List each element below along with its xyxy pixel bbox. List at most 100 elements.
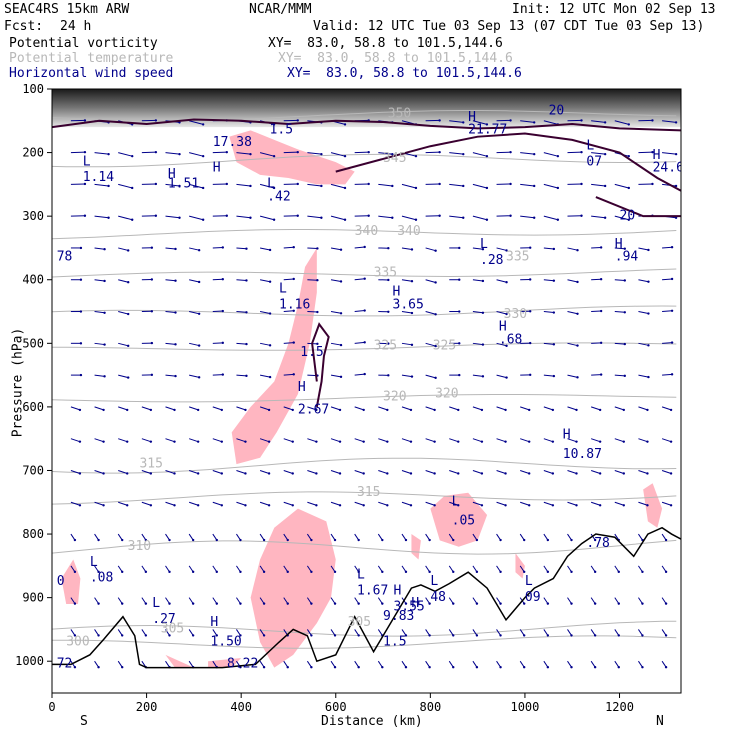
wind-vector <box>496 533 501 541</box>
pv-label: H <box>411 596 419 611</box>
wind-vector-head <box>533 152 536 156</box>
pv-label: H <box>393 583 401 598</box>
wind-vector-head <box>575 504 578 507</box>
wind-vector <box>472 247 483 250</box>
wind-vector <box>377 533 383 541</box>
wind-vector <box>401 565 407 573</box>
wind-vector-head <box>201 186 205 190</box>
wind-vector-head <box>623 279 626 282</box>
wind-vector-head <box>191 538 195 542</box>
pv-contour <box>52 118 681 132</box>
wind-vector-head <box>570 634 573 637</box>
wind-vector-head <box>296 150 299 154</box>
wind-vector <box>543 152 558 157</box>
theta-label: 300 <box>66 634 89 649</box>
wind-vector-head <box>603 184 607 188</box>
wind-vector <box>401 342 413 346</box>
pv-label: L <box>452 494 460 509</box>
wind-vector <box>567 629 572 636</box>
wind-vector <box>259 501 270 506</box>
wind-vector-head <box>178 184 181 188</box>
wind-vector-head <box>410 375 414 378</box>
wind-vector <box>236 501 246 506</box>
wind-vector-head <box>174 279 177 282</box>
wind-vector-head <box>580 119 583 122</box>
wind-vector <box>283 533 289 541</box>
wind-vector-head <box>333 634 337 637</box>
wind-vector-head <box>575 440 578 443</box>
wind-vector <box>661 660 667 668</box>
wind-vector <box>520 120 535 123</box>
wind-vector-head <box>316 342 319 346</box>
wind-vector-head <box>404 602 408 605</box>
wind-vector-head <box>593 602 597 605</box>
pv-label: 1.5 <box>270 123 293 138</box>
wind-vector <box>425 629 431 636</box>
wind-vector-head <box>286 666 289 669</box>
wind-vector <box>70 629 76 636</box>
wind-vector-head <box>343 154 347 158</box>
wind-vector-head <box>268 375 272 379</box>
wind-vector <box>449 183 464 187</box>
theta-label: 310 <box>128 539 151 554</box>
wind-vector-head <box>457 440 460 443</box>
wind-vector-head <box>438 182 441 186</box>
wind-vector-head <box>409 504 413 507</box>
wind-vector <box>283 469 293 474</box>
wind-vector <box>378 469 388 474</box>
wind-vector <box>472 565 478 573</box>
wind-vector <box>472 438 483 443</box>
x-tick-label: 400 <box>230 700 252 714</box>
wind-vector-head <box>196 408 200 412</box>
wind-vector-head <box>627 218 630 221</box>
wind-vector-head <box>669 440 673 443</box>
wind-vector <box>519 533 525 541</box>
wind-vector-head <box>391 216 394 219</box>
wind-vector <box>259 629 265 636</box>
wind-vector <box>377 565 383 573</box>
wind-vector-head <box>339 248 343 251</box>
wind-vector <box>94 152 109 155</box>
wind-vector <box>543 565 549 573</box>
wind-vector-head <box>197 312 201 315</box>
wind-vector <box>94 501 104 506</box>
wind-vector-head <box>462 152 465 156</box>
wind-vector <box>307 183 322 187</box>
wind-vector-head <box>529 278 532 281</box>
wind-vector-head <box>599 246 603 249</box>
wind-vector-head <box>173 504 176 507</box>
wind-vector-head <box>485 154 489 158</box>
wind-vector-head <box>670 245 674 249</box>
wind-vector-head <box>505 249 508 252</box>
y-tick-label: 800 <box>22 527 44 541</box>
wind-vector-head <box>664 538 668 542</box>
wind-vector-head <box>103 279 106 283</box>
wind-vector-head <box>391 152 394 156</box>
wind-vector-head <box>523 602 526 605</box>
wind-vector <box>259 374 271 378</box>
wind-vector <box>236 629 241 636</box>
wind-vector-head <box>386 408 389 412</box>
wind-vector <box>330 597 336 604</box>
wind-vector <box>165 438 175 443</box>
wind-vector-head <box>627 123 630 126</box>
wind-vector <box>401 469 412 474</box>
wind-vector-head <box>343 218 347 221</box>
wind-vector <box>543 183 558 189</box>
wind-vector <box>496 279 507 283</box>
wind-vector-head <box>316 247 319 250</box>
wind-vector <box>165 660 170 668</box>
wind-vector <box>472 120 488 125</box>
pv-label: L <box>152 596 160 611</box>
wind-vector-head <box>674 152 678 156</box>
wind-vector <box>520 406 530 411</box>
wind-vector <box>567 406 577 411</box>
wind-vector <box>425 406 435 411</box>
wind-vector-head <box>79 246 83 250</box>
wind-vector-head <box>343 123 347 126</box>
wind-vector-head <box>320 184 323 188</box>
wind-vector <box>117 660 123 668</box>
wind-vector-head <box>404 538 408 542</box>
theta-label: 305 <box>348 615 371 630</box>
wind-vector <box>448 597 454 604</box>
